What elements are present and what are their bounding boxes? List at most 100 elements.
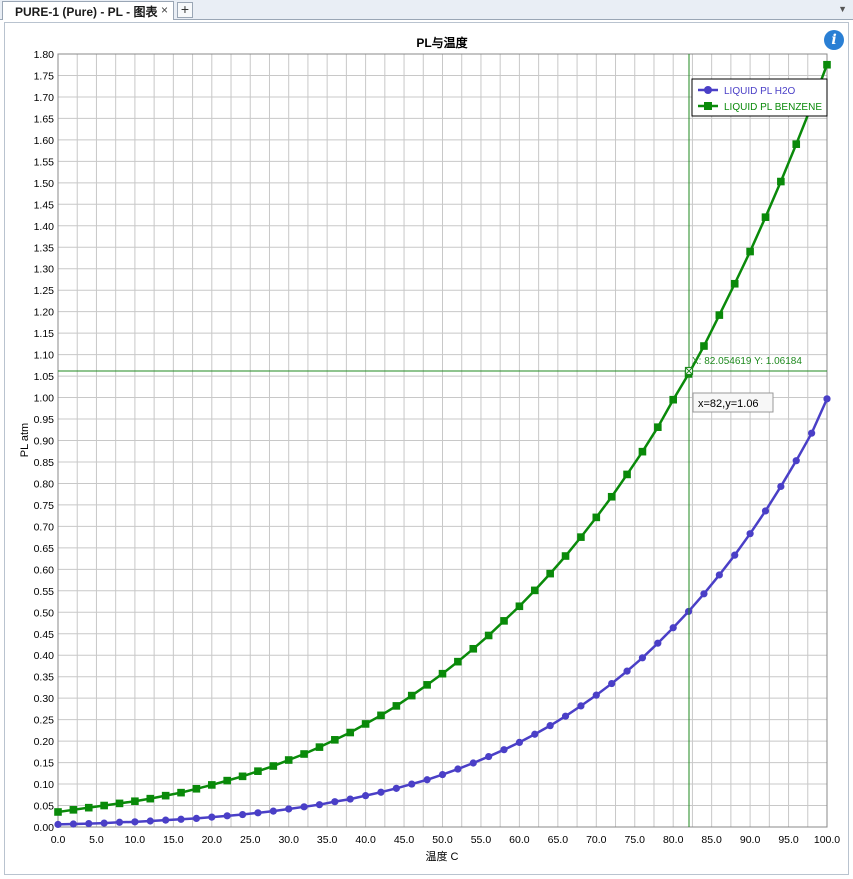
data-point [54, 820, 62, 829]
data-point [730, 279, 739, 288]
data-point [177, 788, 185, 797]
tab-bar: PURE-1 (Pure) - PL - 图表 × + ▼ [0, 0, 853, 20]
y-tick-label: 0.00 [34, 822, 55, 834]
data-point [100, 801, 108, 810]
y-tick-label: 1.50 [34, 178, 55, 190]
data-point [238, 772, 247, 781]
data-point [269, 807, 277, 815]
data-point [792, 140, 801, 148]
x-tick-label: 20.0 [202, 834, 223, 846]
y-tick-label: 1.15 [34, 328, 55, 340]
data-point [700, 590, 708, 598]
data-point [577, 702, 585, 710]
y-tick-label: 0.80 [34, 478, 55, 490]
data-point [484, 631, 493, 640]
y-tick-label: 0.30 [34, 693, 55, 705]
data-point [792, 457, 800, 465]
data-point [192, 814, 201, 823]
data-point [423, 681, 431, 689]
legend-box [691, 78, 828, 117]
data-point [623, 667, 631, 675]
legend: LIQUID PL H2O LIQUID PL BENZENE [691, 78, 828, 117]
data-point [761, 213, 770, 221]
data-point [131, 818, 139, 826]
x-tick-label: 70.0 [586, 834, 607, 846]
crosshair-readout: X: 82.054619 Y: 1.06184 [692, 356, 802, 367]
data-point [377, 711, 385, 720]
data-point [638, 654, 647, 662]
x-tick-label: 5.0 [89, 834, 104, 846]
y-tick-label: 1.75 [34, 70, 55, 82]
data-point [284, 756, 293, 764]
data-point [623, 470, 631, 479]
y-tick-label: 1.20 [34, 307, 55, 319]
tab-list-dropdown-icon[interactable]: ▼ [838, 4, 847, 14]
data-point [731, 551, 739, 559]
data-point [392, 784, 400, 792]
data-point [485, 752, 493, 761]
x-tick-label: 80.0 [663, 834, 684, 846]
data-point [223, 776, 231, 785]
data-point [438, 771, 447, 779]
x-tick-label: 45.0 [394, 834, 415, 846]
y-tick-label: 0.70 [34, 521, 55, 533]
data-point [608, 679, 616, 688]
data-point [331, 798, 339, 806]
y-tick-label: 0.85 [34, 457, 55, 469]
data-point [208, 781, 216, 789]
data-point [208, 813, 216, 821]
y-tick-label: 0.05 [34, 801, 55, 813]
x-tick-label: 0.0 [51, 834, 66, 846]
data-point [531, 730, 539, 738]
data-point [700, 342, 708, 350]
data-point [192, 784, 201, 793]
y-tick-label: 0.50 [34, 607, 55, 619]
data-point [238, 810, 247, 819]
y-tick-label: 1.60 [34, 135, 55, 147]
x-tick-label: 90.0 [740, 834, 761, 846]
data-point [392, 702, 401, 710]
close-icon[interactable]: × [160, 3, 168, 17]
y-tick-label: 0.15 [34, 758, 55, 770]
x-tick-labels: 0.0 5.0 10.0 15.0 20.0 25.0 30.0 35.0 40.0 45.0 50… [51, 834, 841, 846]
chart-title: PL与温度 [416, 35, 468, 50]
data-point [177, 815, 185, 823]
x-tick-label: 10.0 [125, 834, 146, 846]
legend-label: LIQUID PL H2O [724, 86, 796, 97]
tab-pure1-pl-chart[interactable]: PURE-1 (Pure) - PL - 图表 × [2, 1, 174, 20]
data-point [438, 669, 447, 678]
data-point [254, 809, 262, 817]
legend-label: LIQUID PL BENZENE [724, 102, 822, 113]
data-point [469, 759, 477, 767]
data-point [84, 803, 93, 812]
y-tick-label: 1.00 [34, 393, 55, 405]
data-point [362, 792, 370, 800]
data-point [777, 482, 785, 491]
data-point [761, 507, 770, 515]
y-tick-label: 0.10 [34, 779, 55, 791]
y-tick-label: 0.40 [34, 650, 55, 662]
data-point [592, 691, 600, 699]
data-point [315, 743, 324, 751]
data-point [315, 801, 324, 809]
data-point [161, 791, 170, 800]
y-tick-label: 1.10 [34, 350, 55, 362]
data-point [269, 762, 278, 770]
y-tick-label: 0.55 [34, 586, 55, 598]
x-tick-label: 30.0 [278, 834, 299, 846]
add-tab-button[interactable]: + [177, 2, 193, 18]
x-tick-label: 15.0 [163, 834, 184, 846]
data-point [408, 780, 416, 788]
data-point [746, 530, 754, 538]
tab-title: PURE-1 (Pure) - PL - 图表 [15, 4, 158, 19]
x-tick-label: 35.0 [317, 834, 338, 846]
info-icon[interactable]: i [824, 30, 844, 50]
x-tick-label: 55.0 [471, 834, 492, 846]
data-point [54, 808, 62, 816]
data-point [500, 617, 508, 625]
x-tick-label: 85.0 [701, 834, 722, 846]
y-tick-label: 0.35 [34, 672, 55, 684]
data-point [746, 247, 754, 256]
x-tick-label: 100.0 [814, 834, 840, 846]
